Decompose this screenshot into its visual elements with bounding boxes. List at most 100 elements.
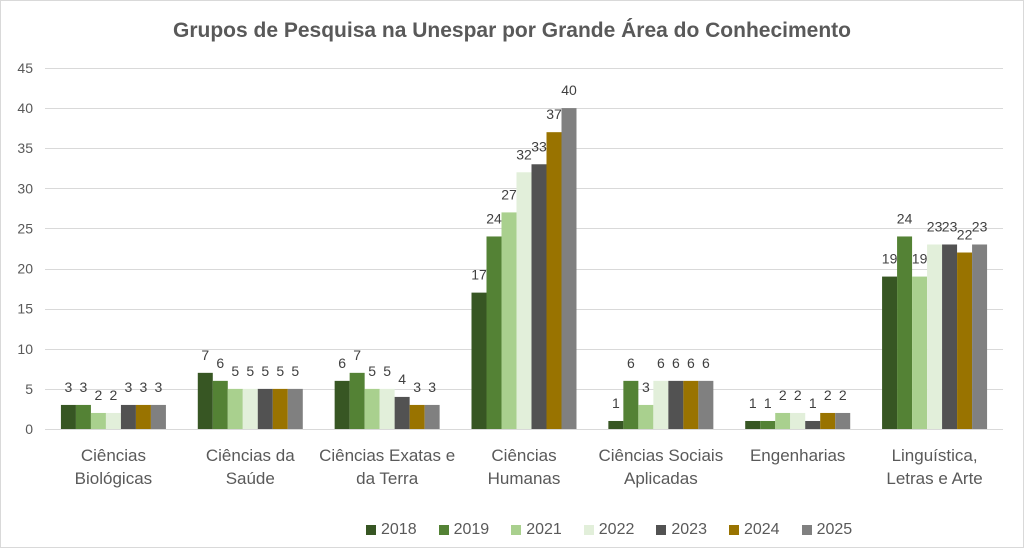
chart-title: Grupos de Pesquisa na Unespar por Grande…	[173, 19, 851, 42]
legend-label: 2022	[598, 521, 635, 538]
data-label: 24	[897, 210, 913, 226]
data-label: 2	[779, 387, 787, 403]
legend-swatch	[656, 525, 667, 535]
legend-item: 2024	[728, 520, 780, 540]
bar	[638, 404, 654, 429]
legend-item: 2022	[583, 520, 635, 540]
data-label: 23	[927, 218, 943, 234]
data-label: 6	[627, 355, 635, 371]
bar-group	[197, 372, 303, 429]
legend: 2018 2019 2021 2022 2023 2024 2025	[366, 520, 874, 540]
bars	[60, 108, 988, 430]
data-label: 3	[125, 379, 133, 395]
x-tick-label: Ciências Humanas	[487, 446, 561, 488]
data-label: 2	[794, 387, 802, 403]
bar-group	[334, 372, 440, 429]
legend-item: 2019	[438, 520, 490, 540]
data-label: 7	[201, 347, 209, 363]
bar	[242, 388, 258, 429]
y-axis-tick-labels: 0 5 10 15 20 25 30 35 40 45	[17, 60, 33, 437]
bar	[120, 404, 136, 429]
bar	[197, 372, 213, 429]
y-tick-label: 0	[25, 421, 33, 437]
bar	[835, 412, 851, 429]
data-label: 3	[155, 379, 163, 395]
bar	[409, 404, 425, 429]
data-label: 5	[291, 363, 299, 379]
y-tick-label: 5	[25, 381, 33, 397]
bar	[212, 380, 228, 429]
bar	[394, 396, 410, 429]
legend-swatch	[583, 525, 594, 535]
bar-group	[471, 108, 577, 430]
bar	[546, 132, 562, 429]
data-label: 2	[95, 387, 103, 403]
bar	[972, 244, 988, 429]
data-label: 3	[642, 379, 650, 395]
bar	[760, 420, 776, 429]
bar-group	[60, 404, 166, 429]
data-label: 6	[216, 355, 224, 371]
legend-item: 2021	[511, 520, 562, 540]
bar	[379, 388, 395, 429]
x-tick-label: Ciências Sociais Aplicadas	[598, 446, 724, 488]
legend-item: 2018	[366, 520, 417, 540]
data-label: 1	[612, 395, 620, 411]
x-tick-label: Engenharias	[749, 446, 846, 465]
y-tick-label: 10	[17, 341, 33, 357]
bar	[561, 108, 577, 429]
y-tick-label: 35	[17, 140, 33, 156]
bar	[957, 252, 973, 429]
y-tick-label: 45	[17, 60, 33, 76]
bar	[471, 292, 487, 429]
bar	[364, 388, 380, 429]
data-label: 2	[110, 387, 118, 403]
y-tick-label: 15	[17, 301, 33, 317]
data-label: 19	[882, 251, 898, 267]
bar	[150, 404, 166, 429]
bar	[287, 388, 303, 429]
data-label: 6	[657, 355, 665, 371]
bar-group	[608, 380, 714, 429]
bar	[927, 244, 943, 429]
x-tick-label: Ciências Biológicas	[74, 446, 153, 488]
data-label: 6	[672, 355, 680, 371]
legend-label: 2019	[453, 521, 490, 538]
legend-item: 2023	[656, 520, 707, 540]
data-label: 6	[338, 355, 346, 371]
data-label: 5	[261, 363, 269, 379]
legend-swatch	[511, 525, 522, 535]
bar	[653, 380, 669, 429]
data-label: 33	[531, 138, 547, 154]
bar	[608, 420, 624, 429]
data-label: 1	[809, 395, 817, 411]
bar	[805, 420, 821, 429]
bar	[912, 276, 928, 429]
bar	[623, 380, 639, 429]
data-label: 3	[65, 379, 73, 395]
bar	[882, 276, 898, 429]
bar	[486, 236, 502, 429]
bar	[668, 380, 684, 429]
data-label: 23	[942, 218, 958, 234]
y-tick-label: 40	[17, 100, 33, 116]
bar	[820, 412, 836, 429]
y-tick-label: 30	[17, 180, 33, 196]
bar	[897, 236, 913, 429]
x-tick-label: Linguística, Letras e Arte	[886, 446, 983, 488]
data-label: 4	[398, 371, 406, 387]
data-label: 3	[428, 379, 436, 395]
legend-label: 2021	[526, 521, 562, 538]
data-label: 3	[413, 379, 421, 395]
bar	[531, 164, 547, 429]
bar	[90, 412, 106, 429]
data-label: 17	[471, 267, 487, 283]
bar	[75, 404, 91, 429]
data-label: 32	[516, 146, 532, 162]
legend-swatch	[801, 525, 812, 535]
bar	[501, 212, 517, 429]
legend-label: 2023	[671, 521, 707, 538]
bar	[745, 420, 761, 429]
